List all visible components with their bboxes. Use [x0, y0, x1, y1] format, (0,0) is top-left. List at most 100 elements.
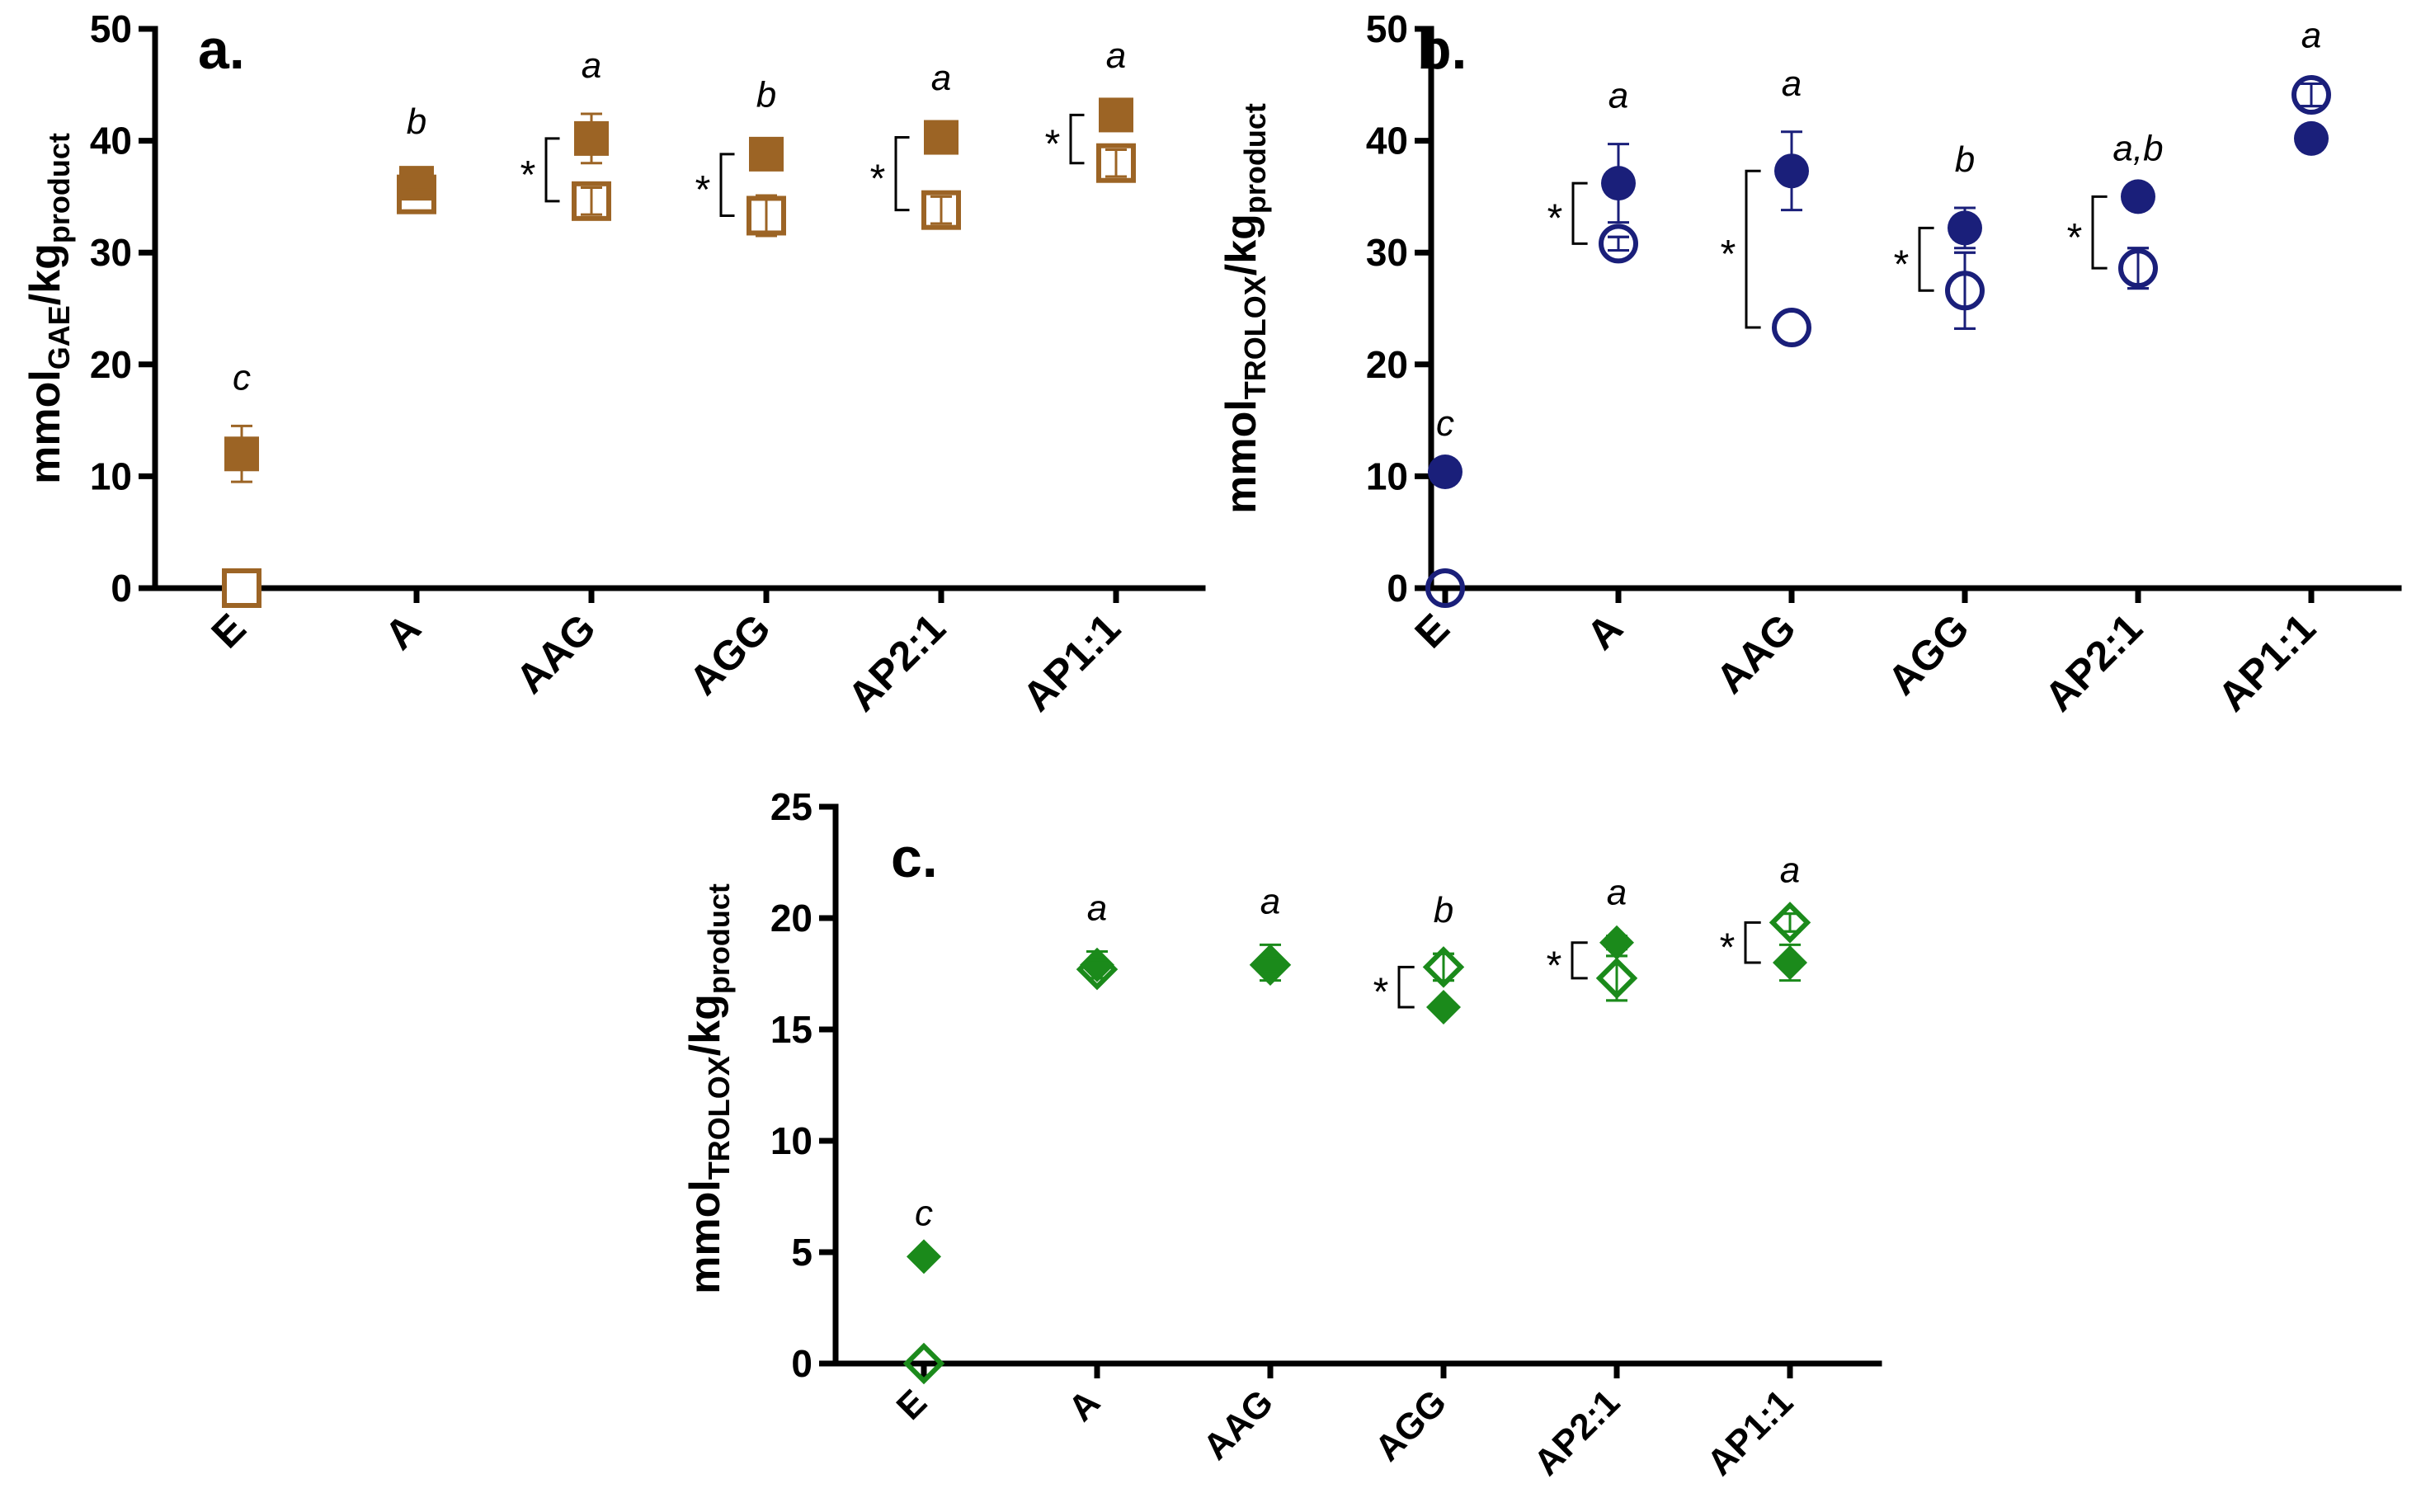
- y-tick-label: 40: [1366, 120, 1408, 163]
- data-point-open: [222, 568, 261, 608]
- y-tick-label: 50: [1366, 7, 1408, 50]
- significance-letter: a: [931, 58, 951, 98]
- data-point-open: [2291, 75, 2331, 115]
- data-point-open: [902, 1342, 945, 1385]
- significance-star: *: [870, 158, 886, 201]
- data-point-open: [1772, 308, 1811, 348]
- data-point-filled: [1099, 97, 1133, 133]
- y-tick-label: 10: [1366, 455, 1408, 497]
- x-tick-label: AP1:1: [2209, 605, 2324, 720]
- chart-panel-2: 0 10 20 30 40 50 E A AAG AGG AP2:1 AP1:1 mmolTROLOX/…: [1218, 7, 2402, 720]
- data-point-open: [1422, 946, 1465, 988]
- x-tick-label: AGG: [1368, 1382, 1455, 1469]
- chart-panel-3: 0 5 10 15 20 25 E A AAG AGG AP2:1 AP1:1 mmolTROLOX/k…: [681, 785, 1882, 1483]
- data-point-filled: [1773, 945, 1807, 980]
- y-tick-label: 10: [90, 455, 132, 497]
- panel-label: c.: [891, 827, 938, 889]
- significance-letter: b: [1955, 139, 1975, 180]
- y-tick-label: 15: [770, 1008, 812, 1051]
- y-axis-label-subscript: TROLOX: [1238, 276, 1272, 399]
- y-axis-label-text: mmol: [681, 1180, 729, 1294]
- significance-bracket: [1397, 965, 1415, 1009]
- panel-label: a.: [198, 18, 245, 81]
- significance-star: *: [2067, 216, 2083, 260]
- significance-star: *: [1547, 197, 1563, 241]
- y-axis-label-subscript: product: [42, 133, 76, 243]
- significance-letter: c: [233, 357, 251, 398]
- significance-bracket: [1069, 113, 1085, 165]
- y-tick-label: 20: [90, 343, 132, 386]
- data-point-filled: [1426, 990, 1461, 1024]
- y-axis-label-text: mmol: [1218, 399, 1265, 514]
- panel-label: b.: [1417, 18, 1467, 81]
- x-tick-label: E: [203, 605, 255, 657]
- x-tick-label: E: [1406, 605, 1458, 657]
- y-axis-label-subscript: TROLOX: [702, 1056, 736, 1180]
- y-tick-label: 0: [111, 567, 132, 610]
- y-tick-label: 20: [1366, 343, 1408, 386]
- data-point-filled: [224, 436, 259, 472]
- significance-bracket: [1571, 181, 1588, 245]
- data-point-filled: [1428, 454, 1462, 489]
- x-tick-label: AP1:1: [1699, 1382, 1801, 1483]
- data-point-filled: [907, 1239, 941, 1274]
- y-tick-label: 40: [90, 120, 132, 163]
- significance-letter: b: [407, 101, 426, 142]
- y-tick-label: 0: [791, 1342, 812, 1385]
- y-axis-label-text: mmol: [21, 370, 69, 484]
- data-point-filled: [1599, 925, 1634, 960]
- data-point-open: [921, 190, 961, 230]
- significance-bracket: [719, 153, 735, 217]
- data-point-open: [1769, 902, 1811, 944]
- y-axis-label-text: /kg: [681, 994, 729, 1056]
- data-point-filled: [1774, 153, 1809, 189]
- data-point-open: [1425, 568, 1465, 608]
- data-point-filled: [2294, 120, 2329, 156]
- significance-letter: a: [1607, 873, 1627, 913]
- significance-star: *: [695, 168, 711, 212]
- y-axis-label-subscript: product: [1238, 103, 1272, 214]
- x-tick-label: E: [889, 1382, 935, 1427]
- significance-bracket: [2091, 195, 2108, 270]
- significance-star: *: [520, 153, 536, 197]
- significance-letter: b: [756, 74, 776, 115]
- significance-letter: c: [1436, 403, 1454, 444]
- significance-letter: a: [582, 45, 601, 86]
- significance-bracket: [894, 136, 910, 212]
- y-tick-label: 50: [90, 7, 132, 50]
- significance-letter: a: [1260, 881, 1280, 921]
- x-tick-label: AP1:1: [1014, 605, 1129, 720]
- significance-bracket: [1918, 226, 1934, 292]
- significance-letter: a: [2301, 15, 2321, 55]
- y-axis-label: mmolTROLOX/kgproduct: [1218, 103, 1272, 514]
- significance-star: *: [1720, 926, 1736, 970]
- y-tick-label: 25: [770, 785, 812, 828]
- y-axis-label-text: /kg: [1218, 214, 1265, 276]
- y-axis-label: mmolGAE/kgproduct: [21, 133, 76, 484]
- significance-letter: a,b: [2112, 128, 2163, 168]
- x-tick-label: AAG: [1195, 1382, 1281, 1467]
- significance-letter: a: [1782, 64, 1802, 104]
- data-point-filled: [1601, 166, 1636, 201]
- y-axis-label-subscript: GAE: [42, 305, 76, 370]
- significance-letter: c: [915, 1193, 933, 1233]
- data-point-open: [1599, 224, 1638, 264]
- x-tick-label: A: [376, 605, 430, 658]
- significance-star: *: [1721, 233, 1736, 276]
- x-tick-label: A: [1578, 605, 1632, 658]
- significance-bracket: [1744, 921, 1761, 964]
- y-tick-label: 0: [1387, 567, 1408, 610]
- y-tick-label: 30: [1366, 231, 1408, 274]
- significance-star: *: [1373, 971, 1389, 1015]
- x-tick-label: AAG: [1707, 605, 1805, 702]
- data-point-filled: [1948, 210, 1982, 246]
- x-tick-label: A: [1061, 1382, 1108, 1429]
- x-tick-label: AAG: [507, 605, 605, 702]
- y-tick-label: 10: [770, 1119, 812, 1162]
- y-tick-label: 5: [791, 1231, 812, 1274]
- significance-letter: a: [1780, 850, 1800, 891]
- x-tick-label: AP2:1: [839, 605, 954, 720]
- chart-panel-1: 0 10 20 30 40 50 E A AAG AGG AP2:1 AP1:1 mmolGAE/kgp…: [21, 7, 1206, 720]
- significance-bracket: [1571, 941, 1588, 980]
